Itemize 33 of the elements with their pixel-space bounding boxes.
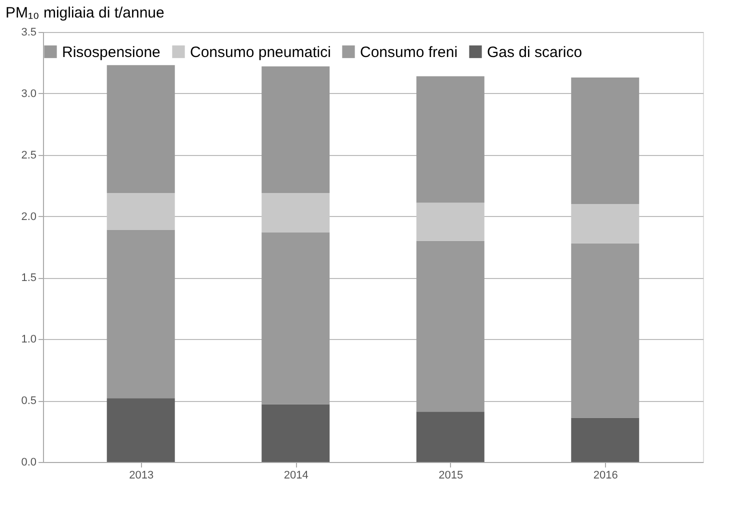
x-tick-label: 2016 bbox=[593, 470, 618, 482]
x-tick-label: 2015 bbox=[438, 470, 464, 482]
bar bbox=[262, 232, 330, 404]
bar bbox=[106, 65, 175, 193]
bar bbox=[262, 66, 330, 193]
y-axis-title: PM₁₀ migliaia di t/annue bbox=[6, 4, 164, 22]
y-tick-label: 0.0 bbox=[21, 456, 36, 468]
y-tick-label: 3.0 bbox=[21, 88, 36, 100]
bar bbox=[106, 192, 175, 230]
y-tick-label: 3.5 bbox=[21, 26, 36, 38]
bar bbox=[416, 76, 484, 203]
y-tick-label: 1.0 bbox=[21, 334, 36, 346]
y-tick-label: 1.5 bbox=[21, 272, 36, 284]
bar bbox=[571, 77, 640, 204]
bar bbox=[106, 230, 175, 398]
bar bbox=[571, 418, 640, 462]
x-tick-label: 2014 bbox=[284, 470, 308, 482]
y-tick-label: 0.5 bbox=[21, 395, 36, 408]
legend-label: Risospensione bbox=[62, 44, 160, 61]
bar bbox=[416, 412, 484, 462]
bar bbox=[106, 398, 175, 462]
bar bbox=[571, 243, 640, 418]
legend-label: Consumo freni bbox=[360, 44, 458, 61]
bar bbox=[262, 192, 330, 232]
bar bbox=[262, 404, 330, 462]
legend-label: Gas di scarico bbox=[487, 44, 582, 61]
bar bbox=[416, 202, 484, 241]
legend-label: Consumo pneumatici bbox=[190, 44, 331, 61]
y-tick-label: 2.0 bbox=[21, 210, 36, 223]
bar bbox=[416, 240, 484, 412]
x-tick-label: 2013 bbox=[129, 470, 154, 482]
y-tick-label: 2.5 bbox=[21, 149, 36, 162]
bar bbox=[571, 204, 640, 244]
